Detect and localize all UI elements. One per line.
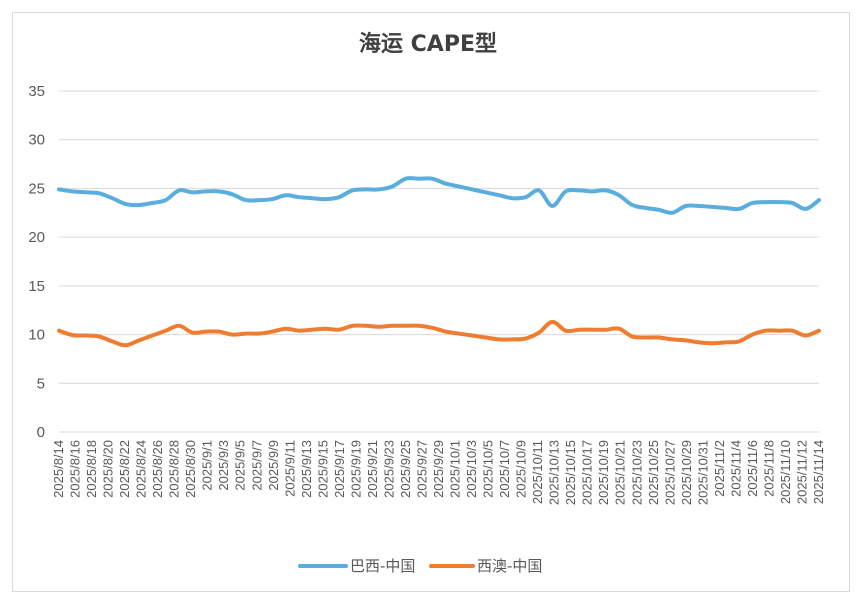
x-tick-label: 2025/10/21 xyxy=(613,440,628,505)
y-tick-label: 0 xyxy=(37,424,45,441)
x-tick-label: 2025/9/1 xyxy=(200,440,215,491)
x-tick-label: 2025/9/27 xyxy=(414,440,429,498)
x-tick-label: 2025/8/30 xyxy=(183,440,198,498)
x-tick-label: 2025/9/13 xyxy=(299,440,314,498)
legend-label-westaus-china: 西澳-中国 xyxy=(477,557,542,575)
chart-frame: 海运 CAPE型 0 5 10 15 20 25 30 35 2025/8/14 2025/8/… xyxy=(12,12,850,592)
x-tick-label: 2025/10/3 xyxy=(464,440,479,498)
x-tick-label: 2025/9/23 xyxy=(381,440,396,498)
x-tick-label: 2025/10/27 xyxy=(662,440,677,505)
x-tick-label: 2025/9/25 xyxy=(398,440,413,498)
series-line-0 xyxy=(57,176,821,215)
x-tick-label: 2025/8/18 xyxy=(84,440,99,498)
x-tick-label: 2025/10/29 xyxy=(679,440,694,505)
x-tick-label: 2025/11/14 xyxy=(811,440,826,504)
x-tick-label: 2025/11/2 xyxy=(712,440,727,497)
series-lines xyxy=(57,176,821,348)
x-tick-label: 2025/9/21 xyxy=(365,440,380,498)
x-tick-label: 2025/8/14 xyxy=(51,440,66,498)
x-tick-label: 2025/8/26 xyxy=(150,440,165,498)
x-tick-label: 2025/10/11 xyxy=(530,440,545,504)
x-tick-label: 2025/10/25 xyxy=(646,440,661,505)
x-tick-label: 2025/10/31 xyxy=(695,440,710,505)
legend: 巴西-中国 西澳-中国 xyxy=(298,557,542,575)
x-tick-label: 2025/8/16 xyxy=(68,440,83,498)
x-tick-label: 2025/10/5 xyxy=(481,440,496,498)
x-tick-label: 2025/8/20 xyxy=(101,440,116,498)
x-tick-label: 2025/10/9 xyxy=(514,440,529,498)
x-tick-label: 2025/10/1 xyxy=(448,440,463,498)
x-tick-label: 2025/11/4 xyxy=(728,440,743,497)
x-tick-label: 2025/9/15 xyxy=(315,440,330,498)
x-tick-label: 2025/9/19 xyxy=(348,440,363,498)
y-tick-label: 25 xyxy=(28,180,45,197)
x-tick-label: 2025/11/10 xyxy=(778,440,793,504)
legend-label-brazil-china: 巴西-中国 xyxy=(350,557,415,575)
x-tick-label: 2025/9/5 xyxy=(233,440,248,491)
series-line-1 xyxy=(57,319,821,348)
x-tick-label: 2025/8/22 xyxy=(117,440,132,498)
x-tick-label: 2025/11/6 xyxy=(745,440,760,497)
x-tick-label: 2025/10/7 xyxy=(497,440,512,498)
x-tick-label: 2025/10/15 xyxy=(563,440,578,505)
x-tick-label: 2025/9/11 xyxy=(282,440,297,497)
y-tick-label: 10 xyxy=(28,327,45,344)
x-tick-label: 2025/8/28 xyxy=(167,440,182,498)
chart-title: 海运 CAPE型 xyxy=(359,31,497,57)
x-tick-label: 2025/9/9 xyxy=(266,440,281,491)
x-tick-label: 2025/10/17 xyxy=(580,440,595,505)
x-tick-label: 2025/9/29 xyxy=(431,440,446,498)
x-tick-label: 2025/9/17 xyxy=(332,440,347,498)
y-tick-label: 15 xyxy=(28,278,45,295)
y-tick-label: 5 xyxy=(37,375,45,392)
x-tick-label: 2025/9/3 xyxy=(216,440,231,491)
x-tick-label: 2025/11/8 xyxy=(761,440,776,497)
y-tick-label: 20 xyxy=(28,229,45,246)
gridlines xyxy=(59,90,819,433)
x-tick-label: 2025/11/12 xyxy=(794,440,809,504)
x-tick-label: 2025/8/24 xyxy=(134,440,149,498)
x-tick-label: 2025/9/7 xyxy=(249,440,264,491)
y-tick-label: 30 xyxy=(28,132,45,149)
x-tick-label: 2025/10/19 xyxy=(596,440,611,505)
y-axis-ticks: 0 5 10 15 20 25 30 35 xyxy=(28,83,45,441)
y-tick-label: 35 xyxy=(28,83,45,100)
x-tick-label: 2025/10/13 xyxy=(547,440,562,505)
x-axis-ticks: 2025/8/14 2025/8/16 2025/8/18 2025/8/20 2025… xyxy=(51,440,826,505)
x-tick-label: 2025/10/23 xyxy=(629,440,644,505)
